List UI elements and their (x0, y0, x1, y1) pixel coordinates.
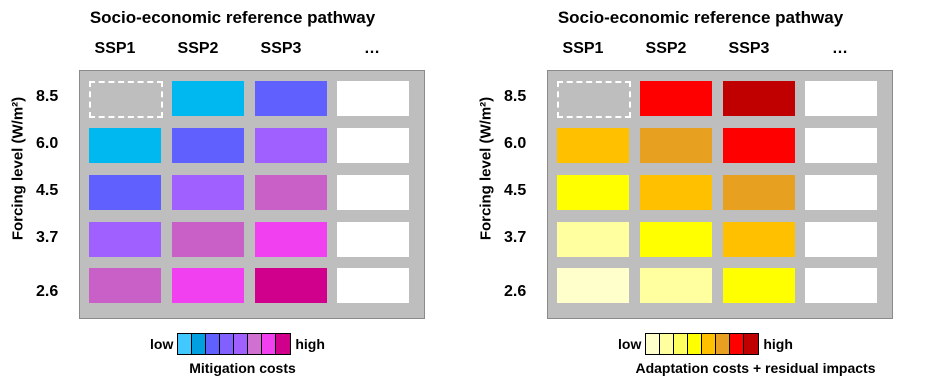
grid-cell (805, 128, 877, 163)
row-label: 3.7 (36, 229, 59, 246)
grid-cell (723, 175, 795, 210)
grid-cell (557, 175, 629, 210)
y-axis-label: Forcing level (W/m²) (9, 96, 27, 241)
grid-cell (89, 128, 161, 163)
grid-cell (723, 222, 795, 257)
legend-swatch (716, 334, 731, 354)
grid-cell (723, 128, 795, 163)
column-header: SSP1 (94, 40, 136, 57)
panel-title: Socio-economic reference pathway (557, 8, 844, 27)
grid-cell (172, 81, 244, 116)
legend-caption: Adaptation costs + residual impacts (635, 360, 876, 376)
row-label: 2.6 (504, 283, 527, 300)
legend-swatches (645, 333, 760, 355)
grid-cell (805, 222, 877, 257)
legend-swatch (262, 334, 277, 354)
grid-cell (172, 268, 244, 303)
grid-cell (337, 175, 409, 210)
grid-cell (255, 175, 327, 210)
row-label: 4.5 (504, 182, 527, 199)
column-header: … (364, 40, 380, 57)
empty-dashed-cell (89, 81, 163, 118)
grid-cell (640, 175, 712, 210)
grid-cell (723, 268, 795, 303)
legend-high-label: high (295, 336, 325, 352)
legend-caption: Mitigation costs (189, 360, 296, 376)
grid-cell (640, 268, 712, 303)
row-label: 3.7 (504, 229, 527, 246)
grid-cell (337, 128, 409, 163)
column-header: SSP2 (645, 40, 687, 57)
pathway-grid (547, 70, 893, 319)
grid-cell (337, 268, 409, 303)
grid-cell (723, 81, 795, 116)
panel-title: Socio-economic reference pathway (89, 8, 376, 27)
grid-cell (337, 81, 409, 116)
legend-swatch (234, 334, 249, 354)
column-header: SSP3 (260, 40, 302, 57)
legend-swatch (744, 334, 759, 354)
legend: low high (150, 333, 325, 355)
adaptation-panel: Socio-economic reference pathway SSP1 SS… (468, 0, 933, 380)
grid-cell (557, 268, 629, 303)
grid-cell (172, 175, 244, 210)
legend-swatch (730, 334, 745, 354)
legend-high-label: high (763, 336, 793, 352)
legend-swatch (220, 334, 235, 354)
legend-swatch (688, 334, 703, 354)
row-label: 8.5 (504, 88, 527, 105)
grid-cell (640, 81, 712, 116)
column-header: SSP1 (562, 40, 604, 57)
grid-cell (557, 222, 629, 257)
legend-swatch (206, 334, 221, 354)
grid-cell (805, 268, 877, 303)
grid-cell (255, 222, 327, 257)
grid-cell (557, 128, 629, 163)
row-label: 6.0 (36, 135, 59, 152)
legend-swatches (177, 333, 292, 355)
legend-low-label: low (150, 336, 174, 352)
grid-cell (337, 222, 409, 257)
column-header: SSP3 (728, 40, 770, 57)
legend-swatch (248, 334, 263, 354)
empty-dashed-cell (557, 81, 631, 118)
pathway-grid (79, 70, 425, 319)
grid-cell (255, 128, 327, 163)
grid-cell (805, 175, 877, 210)
legend-swatch (276, 334, 291, 354)
grid-cell (805, 81, 877, 116)
row-label: 2.6 (36, 283, 59, 300)
legend-swatch (646, 334, 661, 354)
column-header: SSP2 (177, 40, 219, 57)
legend: low high (618, 333, 793, 355)
grid-cell (255, 81, 327, 116)
legend-low-label: low (618, 336, 642, 352)
grid-cell (89, 268, 161, 303)
grid-cell (89, 175, 161, 210)
grid-cell (172, 128, 244, 163)
legend-swatch (702, 334, 717, 354)
grid-cell (255, 268, 327, 303)
y-axis-label: Forcing level (W/m²) (477, 96, 495, 241)
legend-swatch (660, 334, 675, 354)
grid-cell (89, 222, 161, 257)
grid-cell (640, 222, 712, 257)
legend-swatch (674, 334, 689, 354)
row-label: 4.5 (36, 182, 59, 199)
mitigation-panel: Socio-economic reference pathway SSP1 SS… (0, 0, 465, 380)
legend-swatch (192, 334, 207, 354)
row-label: 6.0 (504, 135, 527, 152)
grid-cell (172, 222, 244, 257)
grid-cell (640, 128, 712, 163)
column-header: … (832, 40, 848, 57)
row-label: 8.5 (36, 88, 59, 105)
legend-swatch (178, 334, 193, 354)
